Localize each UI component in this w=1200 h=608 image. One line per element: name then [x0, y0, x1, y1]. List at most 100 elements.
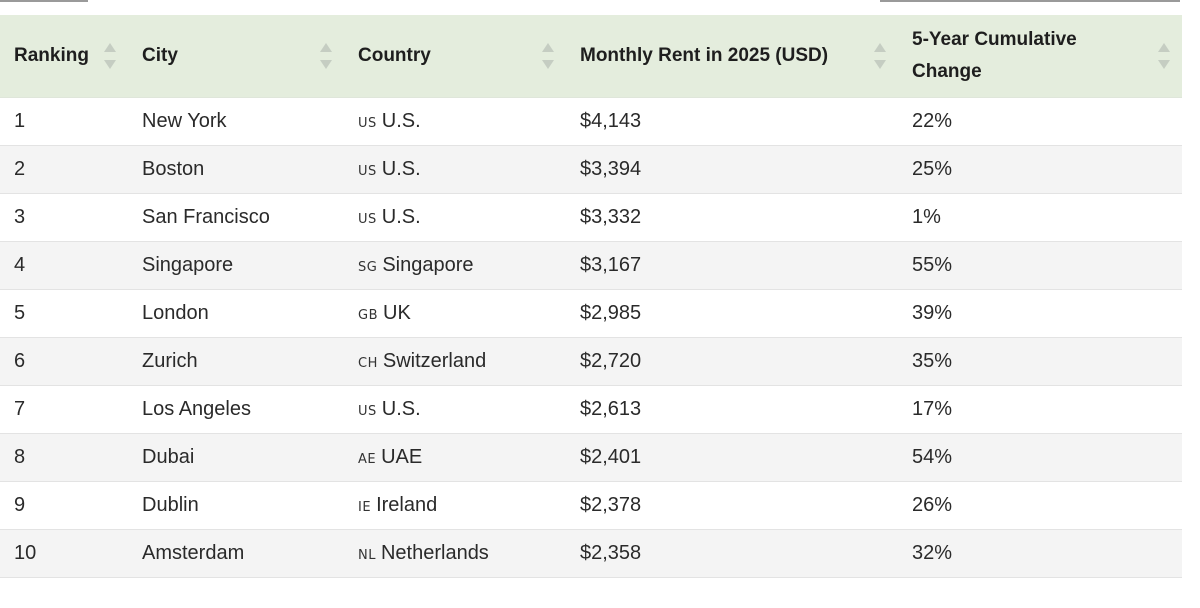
- rank-cell: 4: [14, 254, 26, 276]
- rank-cell: 3: [14, 206, 26, 228]
- column-header-cumulative-change[interactable]: 5-Year Cumulative Change: [898, 15, 1182, 97]
- country-name: Singapore: [382, 254, 474, 276]
- column-header-monthly-rent[interactable]: Monthly Rent in 2025 (USD): [566, 15, 898, 97]
- rent-cell: $3,332: [580, 206, 642, 228]
- column-header-ranking[interactable]: Ranking: [0, 15, 128, 97]
- country-cell: US U.S.: [344, 146, 566, 193]
- flag-us-icon: US: [358, 164, 377, 179]
- country-cell: US U.S.: [344, 386, 566, 433]
- rent-cell: $2,358: [580, 542, 642, 564]
- table-row: 1 New York US U.S. $4,143 22%: [0, 98, 1182, 146]
- column-header-country[interactable]: Country: [344, 15, 566, 97]
- rent-cell: $3,167: [580, 254, 642, 276]
- change-cell: 39%: [912, 302, 953, 324]
- rank-cell: 10: [14, 542, 37, 564]
- country-cell: US U.S.: [344, 194, 566, 241]
- table-row: 6 Zurich CH Switzerland $2,720 35%: [0, 338, 1182, 386]
- change-cell: 54%: [912, 446, 953, 468]
- rent-cell: $2,720: [580, 350, 642, 372]
- rank-cell: 9: [14, 494, 26, 516]
- rank-cell: 8: [14, 446, 26, 468]
- country-cell: US U.S.: [344, 98, 566, 145]
- city-cell: London: [142, 302, 209, 324]
- change-cell: 32%: [912, 542, 953, 564]
- flag-nl-icon: NL: [358, 548, 376, 563]
- city-cell: Zurich: [142, 350, 198, 372]
- city-cell: Boston: [142, 158, 205, 180]
- country-name: UK: [383, 302, 411, 324]
- column-header-label: City: [142, 45, 178, 66]
- city-cell: Los Angeles: [142, 398, 251, 420]
- sort-icon[interactable]: [320, 41, 332, 71]
- table-row: 7 Los Angeles US U.S. $2,613 17%: [0, 386, 1182, 434]
- column-header-label: Country: [358, 45, 431, 66]
- country-name: U.S.: [381, 206, 421, 228]
- city-cell: San Francisco: [142, 206, 270, 228]
- table-row: 5 London GB UK $2,985 39%: [0, 290, 1182, 338]
- rent-cell: $2,401: [580, 446, 642, 468]
- country-name: U.S.: [381, 158, 421, 180]
- country-name: UAE: [381, 446, 423, 468]
- table-row: 3 San Francisco US U.S. $3,332 1%: [0, 194, 1182, 242]
- top-divider-left: [0, 0, 88, 2]
- country-cell: IE Ireland: [344, 482, 566, 529]
- rank-cell: 6: [14, 350, 26, 372]
- flag-ch-icon: CH: [358, 356, 378, 371]
- country-name: U.S.: [381, 398, 421, 420]
- country-name: Ireland: [376, 494, 438, 516]
- table-row: 8 Dubai AE UAE $2,401 54%: [0, 434, 1182, 482]
- change-cell: 26%: [912, 494, 953, 516]
- rank-cell: 7: [14, 398, 26, 420]
- flag-ae-icon: AE: [358, 452, 377, 467]
- flag-gb-icon: GB: [358, 308, 378, 323]
- country-cell: SG Singapore: [344, 242, 566, 289]
- change-cell: 1%: [912, 206, 941, 228]
- sort-icon[interactable]: [542, 41, 554, 71]
- table-row: 4 Singapore SG Singapore $3,167 55%: [0, 242, 1182, 290]
- change-cell: 17%: [912, 398, 953, 420]
- flag-sg-icon: SG: [358, 260, 378, 275]
- table-row: 10 Amsterdam NL Netherlands $2,358 32%: [0, 530, 1182, 578]
- city-cell: Dublin: [142, 494, 199, 516]
- city-cell: Singapore: [142, 254, 234, 276]
- change-cell: 25%: [912, 158, 953, 180]
- sort-icon[interactable]: [874, 41, 886, 71]
- sort-icon[interactable]: [1158, 41, 1170, 71]
- table-header: Ranking City Country Monthly Rent in 202…: [0, 15, 1182, 98]
- rent-cell: $2,613: [580, 398, 642, 420]
- rank-cell: 1: [14, 110, 26, 132]
- country-cell: CH Switzerland: [344, 338, 566, 385]
- table-row: 2 Boston US U.S. $3,394 25%: [0, 146, 1182, 194]
- column-header-label: Monthly Rent in 2025 (USD): [580, 45, 829, 66]
- rent-ranking-table: Ranking City Country Monthly Rent in 202…: [0, 15, 1182, 578]
- column-header-city[interactable]: City: [128, 15, 344, 97]
- column-header-label: Ranking: [14, 45, 89, 66]
- rank-cell: 2: [14, 158, 26, 180]
- rent-cell: $4,143: [580, 110, 642, 132]
- rent-cell: $3,394: [580, 158, 642, 180]
- column-header-label: 5-Year Cumulative Change: [912, 29, 1077, 82]
- flag-us-icon: US: [358, 404, 377, 419]
- country-name: Netherlands: [380, 542, 489, 564]
- rank-cell: 5: [14, 302, 26, 324]
- rent-cell: $2,378: [580, 494, 642, 516]
- city-cell: Dubai: [142, 446, 195, 468]
- city-cell: Amsterdam: [142, 542, 245, 564]
- country-cell: AE UAE: [344, 434, 566, 481]
- flag-ie-icon: IE: [358, 500, 372, 515]
- city-cell: New York: [142, 110, 227, 132]
- country-cell: GB UK: [344, 290, 566, 337]
- top-divider-right: [880, 0, 1180, 2]
- change-cell: 35%: [912, 350, 953, 372]
- country-name: Switzerland: [382, 350, 487, 372]
- rent-cell: $2,985: [580, 302, 642, 324]
- country-cell: NL Netherlands: [344, 530, 566, 577]
- table-body: 1 New York US U.S. $4,143 22% 2 Boston US…: [0, 98, 1182, 578]
- sort-icon[interactable]: [104, 41, 116, 71]
- flag-us-icon: US: [358, 212, 377, 227]
- table-row: 9 Dublin IE Ireland $2,378 26%: [0, 482, 1182, 530]
- change-cell: 55%: [912, 254, 953, 276]
- country-name: U.S.: [381, 110, 421, 132]
- change-cell: 22%: [912, 110, 953, 132]
- flag-us-icon: US: [358, 116, 377, 131]
